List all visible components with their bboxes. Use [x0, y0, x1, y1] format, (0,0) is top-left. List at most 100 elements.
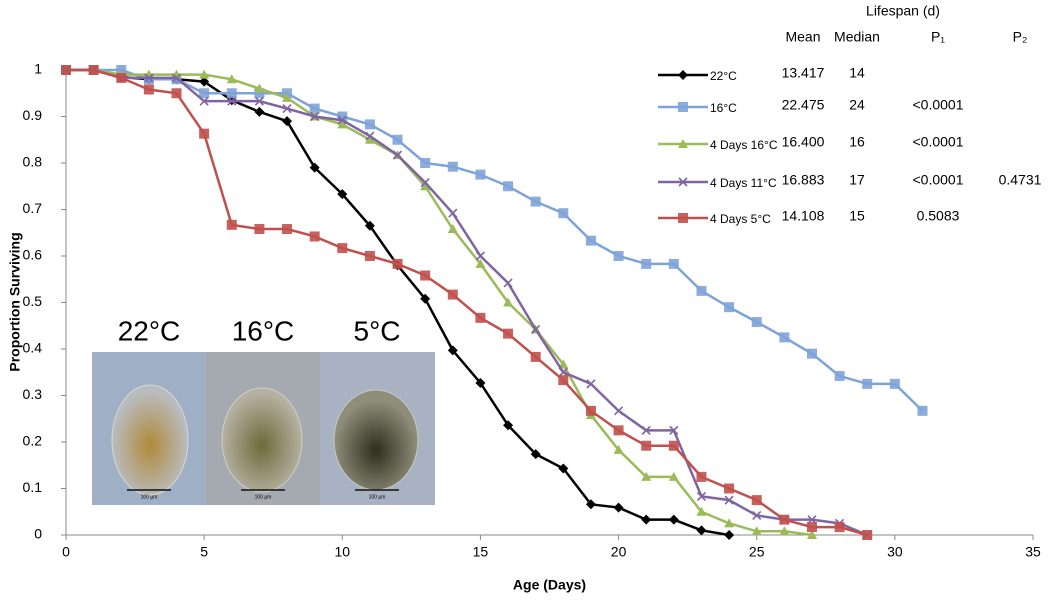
table-cell: 16.400 [782, 134, 825, 150]
marker [806, 530, 817, 539]
legend-label: 22°C [710, 69, 737, 83]
table-title: Lifespan (d) [866, 3, 940, 19]
legend-label: 16°C [710, 101, 737, 115]
marker [862, 530, 873, 540]
marker [724, 302, 735, 313]
table-column: P₂ [1013, 29, 1028, 45]
marker [558, 375, 569, 386]
marker [613, 502, 624, 513]
table-cell: 13.417 [782, 65, 825, 81]
legend-marker [678, 70, 688, 80]
marker [282, 104, 292, 114]
marker [724, 530, 735, 540]
table-cell: 0.5083 [917, 208, 960, 224]
inset-photos [92, 352, 435, 505]
table-cell: 0.4731 [999, 172, 1042, 188]
marker [751, 526, 762, 536]
marker [199, 69, 210, 79]
marker [254, 224, 265, 235]
marker [420, 293, 431, 304]
marker [834, 522, 845, 533]
marker [447, 161, 458, 172]
marker [392, 258, 403, 269]
table-cell: <0.0001 [913, 97, 964, 113]
marker [364, 220, 375, 231]
marker [752, 510, 762, 521]
marker [503, 420, 514, 431]
marker [337, 189, 348, 200]
legend-label: 4 Days 16°C [710, 138, 778, 152]
scale-bar-label: 100 µm [369, 494, 386, 500]
marker [226, 219, 237, 230]
y-tick-label: 0.4 [23, 340, 43, 356]
marker [530, 449, 541, 460]
y-tick-label: 1 [34, 61, 42, 77]
scale-bar-label: 100 µm [255, 494, 272, 500]
legend-marker [678, 102, 688, 112]
marker [227, 96, 237, 106]
marker [668, 471, 679, 481]
marker [751, 495, 762, 506]
marker [199, 88, 210, 99]
marker [503, 278, 513, 288]
marker [475, 169, 486, 180]
x-tick-label: 30 [887, 544, 903, 560]
marker [144, 73, 154, 83]
marker [779, 526, 790, 536]
marker [475, 312, 486, 323]
marker [530, 351, 541, 362]
organism [333, 389, 419, 491]
marker [696, 506, 707, 516]
marker [420, 158, 431, 168]
marker [530, 196, 541, 207]
marker [917, 405, 928, 416]
marker [364, 251, 375, 261]
marker [862, 378, 873, 389]
marker [668, 258, 679, 269]
marker [447, 289, 458, 300]
marker [696, 285, 707, 296]
series-line [66, 68, 813, 537]
marker [834, 370, 845, 381]
x-tick-label: 20 [611, 544, 627, 560]
marker [420, 270, 431, 281]
marker [282, 92, 293, 102]
table-cell: 24 [849, 97, 865, 113]
table-cell: 16 [849, 134, 865, 150]
marker [310, 111, 320, 122]
marker [61, 65, 71, 75]
marker [309, 231, 320, 242]
marker [337, 119, 348, 129]
table-cell: 16.883 [782, 172, 825, 188]
table-cell: <0.0001 [913, 134, 964, 150]
marker [558, 463, 569, 474]
marker [586, 379, 596, 389]
marker [751, 317, 762, 328]
y-tick-label: 0.2 [23, 433, 43, 449]
y-tick-label: 0 [34, 526, 42, 542]
marker [143, 84, 154, 95]
marker [392, 134, 403, 145]
marker [806, 348, 817, 359]
marker [282, 116, 293, 127]
marker [254, 96, 264, 106]
marker [88, 65, 99, 75]
inset-label: 22°C [118, 315, 181, 346]
marker [613, 251, 624, 261]
marker [531, 324, 541, 335]
marker [254, 106, 265, 117]
marker [282, 224, 293, 235]
marker [724, 495, 734, 505]
marker [475, 377, 486, 388]
marker [558, 367, 568, 377]
marker [475, 258, 486, 268]
marker [475, 251, 485, 261]
marker [558, 208, 569, 219]
scale-bar-label: 100 µm [141, 494, 158, 500]
marker [503, 181, 514, 192]
marker [337, 111, 348, 122]
marker [420, 177, 430, 188]
marker [116, 72, 127, 83]
marker [365, 131, 375, 141]
x-tick-label: 10 [334, 544, 350, 560]
